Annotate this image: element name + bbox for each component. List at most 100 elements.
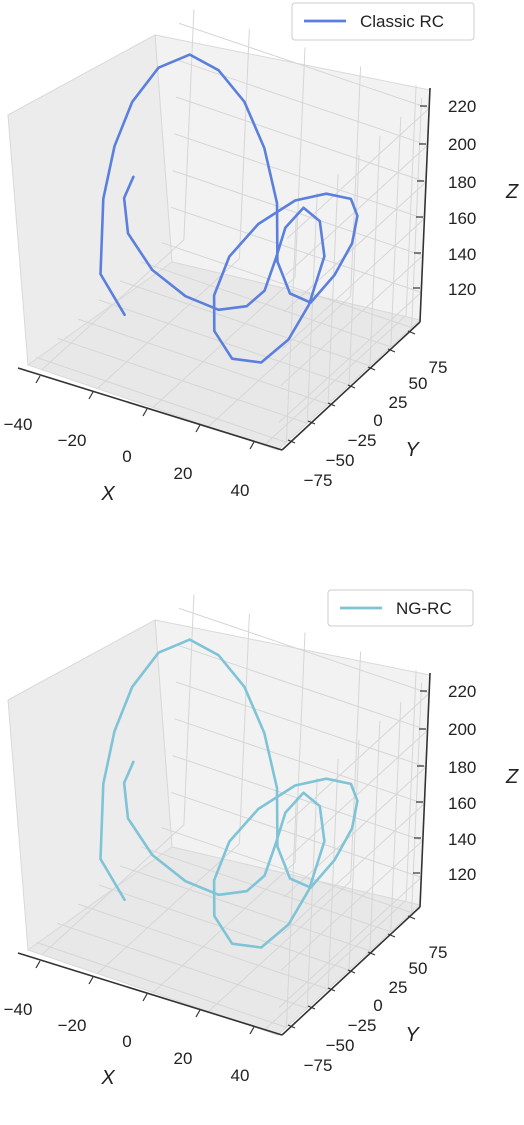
grid-line: [390, 701, 402, 932]
grid-line: [405, 670, 417, 901]
grid-line: [36, 356, 287, 443]
x-axis-line: [17, 952, 283, 1036]
y-tick-label: 75: [429, 943, 448, 962]
x-tick-mark: [249, 441, 255, 450]
x-tick-label: −40: [4, 415, 33, 434]
grid-line: [294, 47, 306, 278]
x-tick-mark: [249, 1026, 255, 1035]
y-tick-mark: [307, 1005, 316, 1010]
z-tick-label: 140: [448, 245, 476, 264]
grid-line: [280, 255, 424, 386]
z-tick-label: 200: [448, 720, 476, 739]
y-tick-mark: [387, 933, 396, 938]
grid-line: [283, 181, 427, 313]
grid-line: [177, 59, 428, 146]
y-tick-mark: [407, 330, 416, 335]
x-tick-mark: [195, 1009, 201, 1018]
z-axis-line: [419, 87, 431, 323]
grid-line: [282, 803, 425, 935]
z-tick-label: 120: [448, 865, 476, 884]
x-tick-label: −20: [58, 1016, 87, 1035]
z-axis-label: Z: [505, 181, 519, 203]
grid-line: [350, 66, 362, 297]
y-tick-label: 0: [373, 411, 382, 430]
grid-line: [183, 594, 195, 825]
grid-line: [285, 212, 297, 443]
y-ticks: −75 −50 −25 0 25 50 75 Y: [287, 330, 447, 490]
y-axis-label: Y: [405, 1024, 420, 1046]
grid-line: [286, 693, 430, 824]
grid-line: [171, 206, 422, 293]
y-tick-label: 50: [409, 374, 428, 393]
x-tick-label: 0: [122, 447, 131, 466]
legend: Classic RC: [291, 2, 475, 41]
y-tick-mark: [367, 951, 376, 956]
pane-fills: [7, 619, 431, 1036]
legend-label: Classic RC: [360, 12, 444, 31]
series-line: [99, 638, 359, 949]
y-tick-mark: [327, 402, 336, 407]
y-tick-mark: [387, 348, 396, 353]
y-tick-label: −25: [348, 431, 377, 450]
x-tick-mark: [195, 424, 201, 433]
x-tick-mark: [35, 375, 41, 384]
y-tick-mark: [287, 1024, 296, 1029]
grid-line: [278, 292, 422, 423]
grid-line: [285, 797, 297, 1028]
y-tick-mark: [307, 420, 316, 425]
grid-line: [175, 96, 427, 183]
y-axis-label: Y: [405, 439, 420, 461]
legend-label: NG-RC: [396, 599, 452, 618]
y-tick-label: 50: [409, 959, 428, 978]
y-tick-mark: [347, 969, 356, 974]
y-tick-mark: [407, 915, 416, 920]
x-tick-label: 20: [174, 464, 193, 483]
figure: −40 −20 0 20 40 X −75 −50 −25 0 25: [4, 2, 519, 1085]
grid-line: [286, 108, 430, 239]
z-tick-label: 160: [448, 209, 476, 228]
x-axis-label: X: [100, 1067, 115, 1085]
grid-line: [369, 135, 381, 366]
grid-line: [98, 884, 350, 971]
series-group: [99, 638, 359, 949]
z-axis-label: Z: [505, 766, 519, 788]
grid-line: [179, 607, 430, 694]
z-tick-label: 220: [448, 97, 476, 116]
grid-line: [77, 318, 329, 405]
y-tick-mark: [327, 987, 336, 992]
x-tick-mark: [142, 993, 148, 1002]
grid-line: [238, 28, 250, 259]
z-tick-label: 200: [448, 135, 476, 154]
legend: NG-RC: [327, 589, 474, 627]
x-ticks: −40 −20 0 20 40 X: [4, 960, 255, 1085]
grid-line: [119, 280, 371, 367]
y-tick-mark: [287, 439, 296, 444]
grid-line: [98, 299, 350, 386]
y-tick-label: −75: [304, 471, 333, 490]
grid-line: [350, 651, 362, 882]
grid-line: [57, 922, 308, 1009]
x-axis-label: X: [100, 483, 115, 505]
grid-line: [140, 261, 391, 348]
x-tick-label: 40: [231, 1066, 250, 1085]
x-tick-label: 40: [231, 481, 250, 500]
grid-line: [294, 632, 306, 863]
grid-line: [174, 133, 425, 220]
grid-line: [171, 791, 422, 878]
y-tick-label: −50: [326, 1036, 355, 1055]
z-ticks: 120 140 160 180 200 220 Z: [413, 682, 519, 884]
plot-3d-ng-rc: −40 −20 0 20 40 X −75 −50 −25 0 25: [4, 589, 519, 1085]
grid-line: [57, 337, 308, 424]
y-tick-mark: [367, 366, 376, 371]
grid-line: [179, 22, 430, 109]
x-axis-line: [17, 367, 283, 451]
grid-line: [405, 85, 417, 316]
plot-3d-classic-rc: −40 −20 0 20 40 X −75 −50 −25 0 25: [4, 2, 519, 505]
x-tick-mark: [88, 976, 94, 985]
y-tick-label: −50: [326, 451, 355, 470]
x-tick-label: 0: [122, 1032, 131, 1051]
y-tick-label: 0: [373, 996, 382, 1015]
grid-line: [369, 720, 381, 951]
grid-line: [177, 644, 428, 731]
grid-lines: [36, 9, 430, 446]
